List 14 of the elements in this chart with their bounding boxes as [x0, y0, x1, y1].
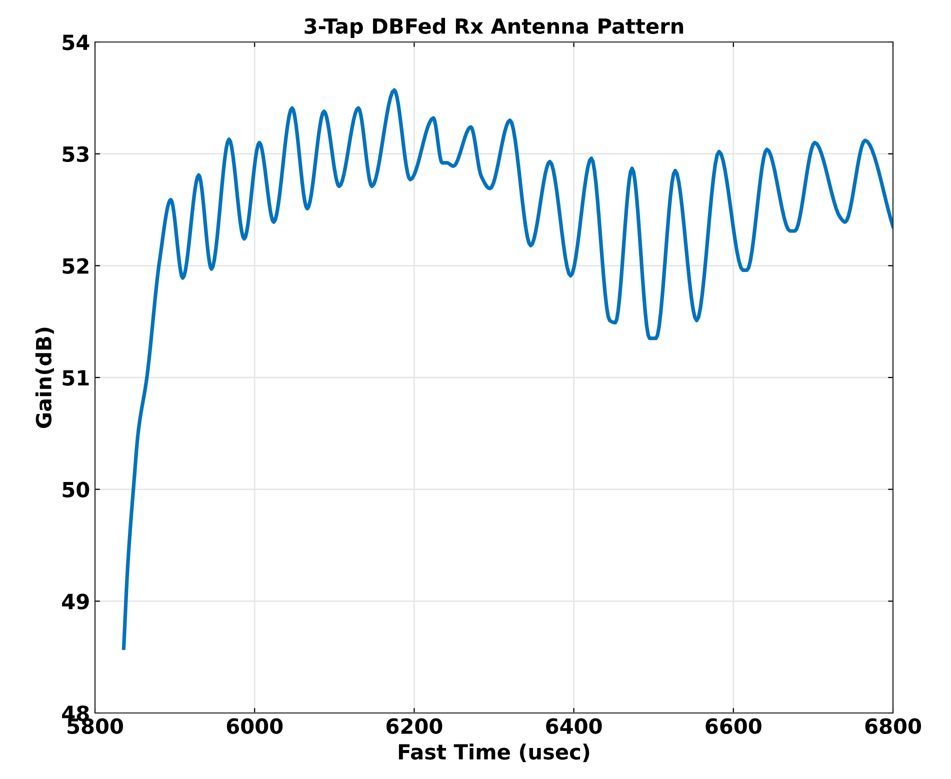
x-tick-label: 6000: [226, 718, 283, 734]
y-tick-label: 52: [62, 258, 88, 274]
y-tick-label: 53: [62, 146, 88, 162]
x-tick-label: 6600: [706, 718, 762, 734]
y-tick-label: 50: [62, 482, 90, 498]
y-tick-label: 54: [62, 34, 90, 50]
y-tick-label: 49: [62, 594, 89, 610]
x-tick-label: 6800: [865, 718, 921, 734]
x-tick-label: 6200: [386, 718, 442, 734]
y-axis-title: Gain(dB): [35, 328, 54, 428]
chart-title: 3-Tap DBFed Rx Antenna Pattern: [304, 18, 684, 38]
y-tick-label: 51: [62, 370, 89, 386]
x-tick-label: 6400: [546, 718, 602, 734]
x-axis-title: Fast Time (usec): [398, 744, 590, 762]
